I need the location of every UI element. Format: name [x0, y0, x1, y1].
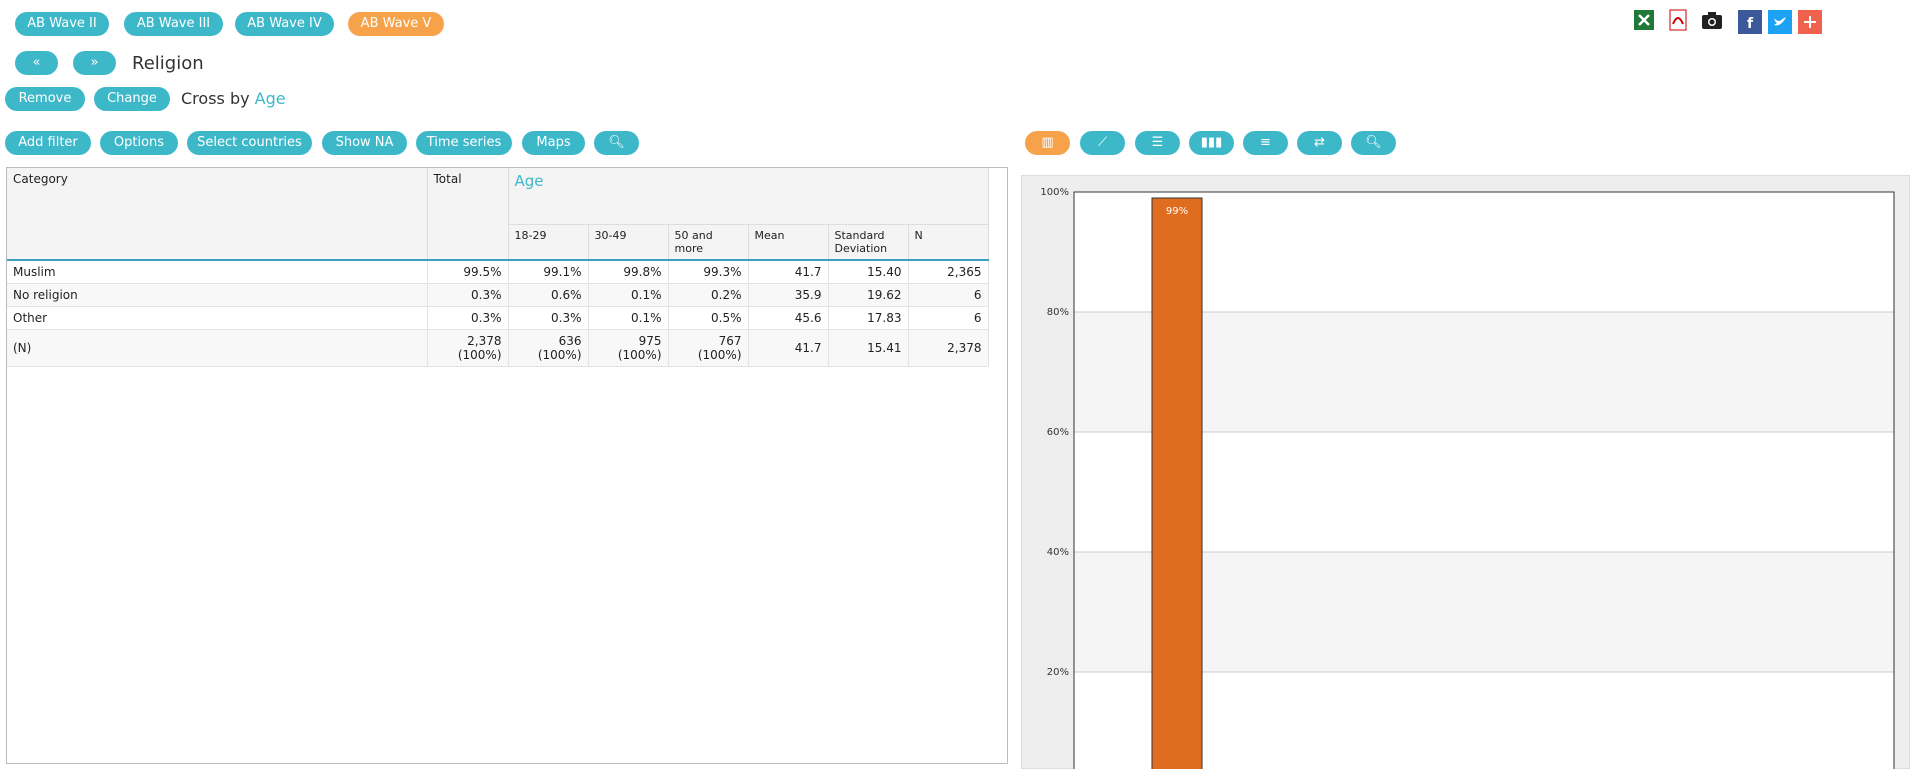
table-cell: Muslim — [7, 259, 428, 284]
wave-tab[interactable]: AB Wave IV — [235, 12, 334, 36]
table-cell: 6 — [908, 283, 989, 307]
y-tick-label: 20% — [1047, 667, 1069, 678]
table-cell: 41.7 — [748, 259, 829, 284]
chart-type-line[interactable]: ⟋ — [1080, 131, 1125, 155]
table-cell: 0.3% — [427, 283, 509, 307]
table-cell: 0.2% — [668, 283, 749, 307]
chart-type-hbar[interactable]: ☰ — [1135, 131, 1180, 155]
table-cell: 767 (100%) — [668, 329, 749, 367]
table-cell: Other — [7, 306, 428, 330]
header-row: Category Total Age — [7, 168, 989, 261]
wave-tab[interactable]: AB Wave II — [15, 12, 109, 36]
bar — [1151, 197, 1203, 769]
column-header: 30-49 — [588, 224, 669, 261]
table-cell: 2,378 — [908, 329, 989, 367]
table-panel: Category Total Age 18-29 30-49 50 and more Mea… — [6, 167, 1008, 764]
table-cell: 0.1% — [588, 283, 669, 307]
cross-by: Cross by Age — [181, 89, 286, 108]
table-row: Other 0.3% 0.3% 0.1% 0.5% 45.6 17.83 6 — [7, 306, 989, 330]
table-cell: 99.5% — [427, 259, 509, 284]
table-cell: 19.62 — [828, 283, 909, 307]
table-cell: 6 — [908, 306, 989, 330]
pdf-icon[interactable] — [1666, 8, 1690, 32]
table-cell: 636 (100%) — [508, 329, 589, 367]
plot-area — [1074, 192, 1894, 769]
column-header: Total — [427, 168, 509, 261]
table-cell: 0.5% — [668, 306, 749, 330]
toolbar-button[interactable]: Show NA — [322, 131, 407, 155]
share-icon[interactable] — [1798, 10, 1822, 34]
table-row: Muslim 99.5% 99.1% 99.8% 99.3% 41.7 15.40 2,365 — [7, 259, 989, 284]
toolbar-button[interactable]: Select countries — [187, 131, 312, 155]
value-label: 99% — [1166, 206, 1188, 217]
column-header: Standard Deviation — [828, 224, 909, 261]
crosstab: Category Total Age 18-29 30-49 50 and more Mea… — [7, 168, 989, 367]
table-cell: 41.7 — [748, 329, 829, 367]
group-header: Age — [508, 168, 989, 225]
excel-icon[interactable] — [1632, 8, 1656, 32]
toolbar-button[interactable]: Options — [100, 131, 178, 155]
zoom-button[interactable]: 🔍︎ — [594, 131, 639, 155]
y-tick-label: 60% — [1047, 427, 1069, 438]
wave-tab[interactable]: AB Wave V — [348, 12, 444, 36]
table-cell: 2,378 (100%) — [427, 329, 509, 367]
column-header: 50 and more — [668, 224, 749, 261]
swap-button[interactable]: ⇄ — [1297, 131, 1342, 155]
remove-button[interactable]: Remove — [5, 87, 85, 111]
chart-type-stacked[interactable]: ▮▮▮ — [1189, 131, 1234, 155]
facebook-icon[interactable]: f — [1738, 10, 1762, 34]
svg-text:f: f — [1747, 16, 1754, 32]
column-header: N — [908, 224, 989, 261]
camera-icon[interactable] — [1700, 8, 1724, 32]
chart: 20% 40% 60% 80% 100% 99% — [1021, 175, 1910, 769]
y-tick-label: 100% — [1040, 187, 1069, 198]
chart-zoom-button[interactable]: 🔍︎ — [1351, 131, 1396, 155]
chart-type-list[interactable]: ≡ — [1243, 131, 1288, 155]
plot-border — [1073, 191, 1895, 769]
y-tick-label: 80% — [1047, 307, 1069, 318]
table-cell: 2,365 — [908, 259, 989, 284]
table-cell: 0.1% — [588, 306, 669, 330]
table-cell: 0.3% — [508, 306, 589, 330]
table-row: No religion 0.3% 0.6% 0.1% 0.2% 35.9 19.62 6 — [7, 283, 989, 307]
table-cell: 99.3% — [668, 259, 749, 284]
grid-band — [1074, 312, 1894, 432]
column-header: Category — [7, 168, 428, 261]
column-header: 18-29 — [508, 224, 589, 261]
table-cell: 15.40 — [828, 259, 909, 284]
table-cell: 99.8% — [588, 259, 669, 284]
table-cell: 17.83 — [828, 306, 909, 330]
table-cell: No religion — [7, 283, 428, 307]
toolbar-button[interactable]: Add filter — [5, 131, 91, 155]
cross-var[interactable]: Age — [254, 89, 286, 108]
change-button[interactable]: Change — [94, 87, 170, 111]
table-cell: (N) — [7, 329, 428, 367]
table-row: (N) 2,378 (100%) 636 (100%) 975 (100%) 767 (… — [7, 329, 989, 367]
table-cell: 15.41 — [828, 329, 909, 367]
wave-tab[interactable]: AB Wave III — [124, 12, 223, 36]
twitter-icon[interactable] — [1768, 10, 1792, 34]
grid-band — [1074, 552, 1894, 672]
prev-button[interactable]: « — [15, 51, 58, 75]
y-tick-label: 40% — [1047, 547, 1069, 558]
table-cell: 0.6% — [508, 283, 589, 307]
table-cell: 35.9 — [748, 283, 829, 307]
toolbar-button[interactable]: Maps — [522, 131, 585, 155]
table-cell: 45.6 — [748, 306, 829, 330]
cross-label: Cross by — [181, 89, 250, 108]
table-cell: 99.1% — [508, 259, 589, 284]
chart-type-bar[interactable]: ▥ — [1025, 131, 1070, 155]
page-title: Religion — [132, 53, 204, 74]
table-cell: 0.3% — [427, 306, 509, 330]
table-cell: 975 (100%) — [588, 329, 669, 367]
next-button[interactable]: » — [73, 51, 116, 75]
column-header: Mean — [748, 224, 829, 261]
toolbar-button[interactable]: Time series — [416, 131, 512, 155]
